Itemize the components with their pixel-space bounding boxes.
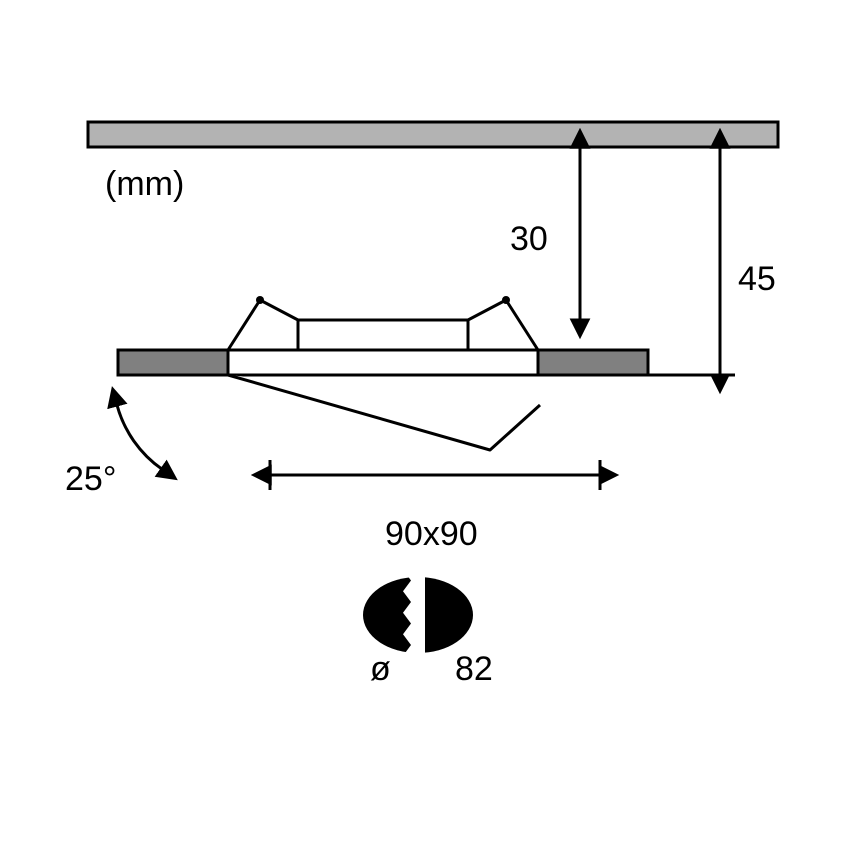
depth-inner-label: 30 — [510, 220, 548, 258]
tilted-reflector — [228, 375, 540, 450]
ceiling-slab — [88, 122, 778, 147]
cutout-label: 82 — [455, 650, 493, 688]
clip-left-knob — [256, 296, 264, 304]
frame-left — [118, 350, 228, 375]
diagram-svg: (mm) 30 45 25° 90x90 ø 82 — [0, 0, 868, 868]
unit-label: (mm) — [105, 165, 184, 203]
depth-outer-label: 45 — [738, 260, 776, 298]
diagram-canvas: (mm) 30 45 25° 90x90 ø 82 — [0, 0, 868, 868]
angle-arc — [117, 405, 162, 469]
footprint-label: 90x90 — [385, 515, 478, 553]
clip-left — [228, 300, 298, 350]
lamp-body — [298, 320, 468, 350]
clip-right — [468, 300, 538, 350]
frame-right — [538, 350, 648, 375]
clip-right-knob — [502, 296, 510, 304]
diameter-symbol: ø — [370, 650, 391, 688]
angle-label: 25° — [65, 460, 116, 498]
